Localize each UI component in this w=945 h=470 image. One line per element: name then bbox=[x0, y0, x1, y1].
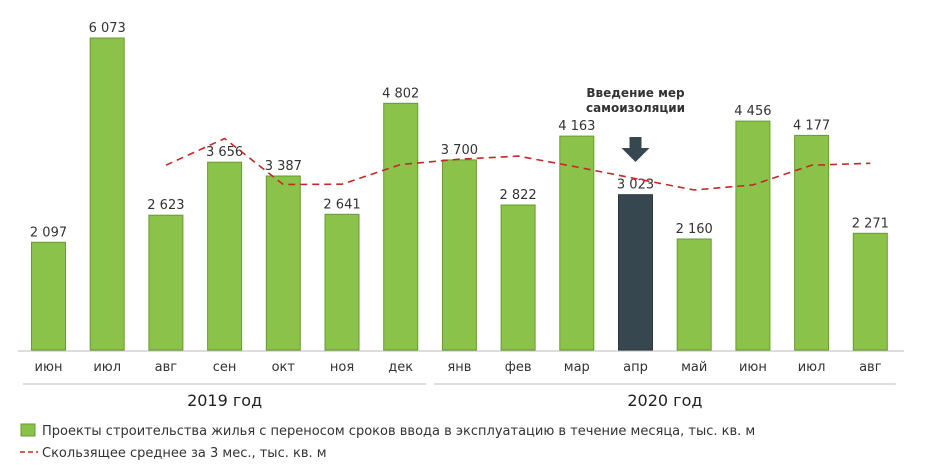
bars-group: 2 097 6 073 2 623 3 656 3 387 2 641 4 802 3 700… bbox=[30, 21, 889, 351]
tick-label-5: ноя bbox=[330, 360, 354, 375]
bar-7 bbox=[441, 159, 477, 351]
bar-14 bbox=[852, 232, 888, 351]
bar-value-label-1: 6 073 bbox=[89, 21, 126, 36]
bar-value-label-7: 3 700 bbox=[441, 143, 478, 158]
tick-label-4: окт bbox=[272, 360, 296, 375]
year-label-0: 2019 год bbox=[187, 391, 262, 410]
tick-label-6: дек bbox=[388, 360, 413, 375]
tick-label-1: июл bbox=[93, 360, 121, 375]
bar-value-label-13: 4 177 bbox=[793, 118, 830, 133]
bar-9 bbox=[559, 135, 595, 351]
tick-label-7: янв bbox=[447, 360, 471, 375]
bar-6 bbox=[383, 102, 419, 351]
bar-11 bbox=[676, 238, 712, 351]
tick-label-10: апр bbox=[623, 360, 648, 375]
bar-5 bbox=[324, 213, 360, 351]
bar-value-label-3: 3 656 bbox=[206, 145, 243, 160]
tick-labels-group: июн июл авг сен окт ноя дек янв фев мар апр май июн и… bbox=[35, 360, 882, 375]
tick-label-8: фев bbox=[505, 360, 532, 375]
bar-8 bbox=[500, 204, 536, 351]
bar-value-label-6: 4 802 bbox=[382, 86, 419, 101]
bar-13 bbox=[794, 134, 830, 351]
tick-label-2: авг bbox=[155, 360, 178, 375]
tick-label-13: июл bbox=[798, 360, 826, 375]
bar-value-label-8: 2 822 bbox=[499, 188, 536, 203]
annotation-line-1: самоизоляции bbox=[586, 101, 685, 115]
bar-value-label-11: 2 160 bbox=[676, 222, 713, 237]
bar-1 bbox=[89, 37, 125, 351]
tick-label-14: авг bbox=[859, 360, 882, 375]
moving-average-line bbox=[165, 137, 871, 191]
bar-value-label-9: 4 163 bbox=[558, 119, 595, 134]
tick-label-11: май bbox=[681, 360, 707, 375]
bar-value-label-4: 3 387 bbox=[265, 159, 302, 174]
bar-0 bbox=[31, 241, 66, 351]
bar-4 bbox=[265, 175, 301, 351]
bar-value-label-2: 2 623 bbox=[147, 198, 184, 213]
legend-bar-label: Проекты строительства жилья с переносом … bbox=[42, 424, 755, 439]
bar-value-label-10: 3 023 bbox=[617, 178, 654, 193]
bar-value-label-14: 2 271 bbox=[852, 216, 889, 231]
bar-12 bbox=[735, 120, 771, 351]
moving-average-group bbox=[165, 137, 871, 191]
annotation-line-0: Введение мер bbox=[586, 86, 685, 100]
bar-value-label-12: 4 456 bbox=[734, 104, 771, 119]
bar-3 bbox=[207, 161, 243, 351]
bar-value-label-0: 2 097 bbox=[30, 225, 67, 240]
year-groups: 2019 год 2020 год bbox=[23, 383, 896, 410]
tick-label-9: мар bbox=[564, 360, 590, 375]
bar-value-label-5: 2 641 bbox=[323, 197, 360, 212]
tick-label-0: июн bbox=[35, 360, 63, 375]
bar-2 bbox=[148, 214, 184, 351]
legend-line-label: Скользящее среднее за 3 мес., тыс. кв. м bbox=[42, 446, 327, 461]
legend-bar-swatch bbox=[20, 423, 36, 437]
tick-label-3: сен bbox=[213, 360, 237, 375]
bar-10 bbox=[618, 194, 653, 351]
legend: Проекты строительства жилья с переносом … bbox=[20, 423, 755, 461]
tick-label-12: июн bbox=[739, 360, 767, 375]
year-label-1: 2020 год bbox=[627, 391, 702, 410]
down-arrow-icon bbox=[621, 137, 650, 162]
